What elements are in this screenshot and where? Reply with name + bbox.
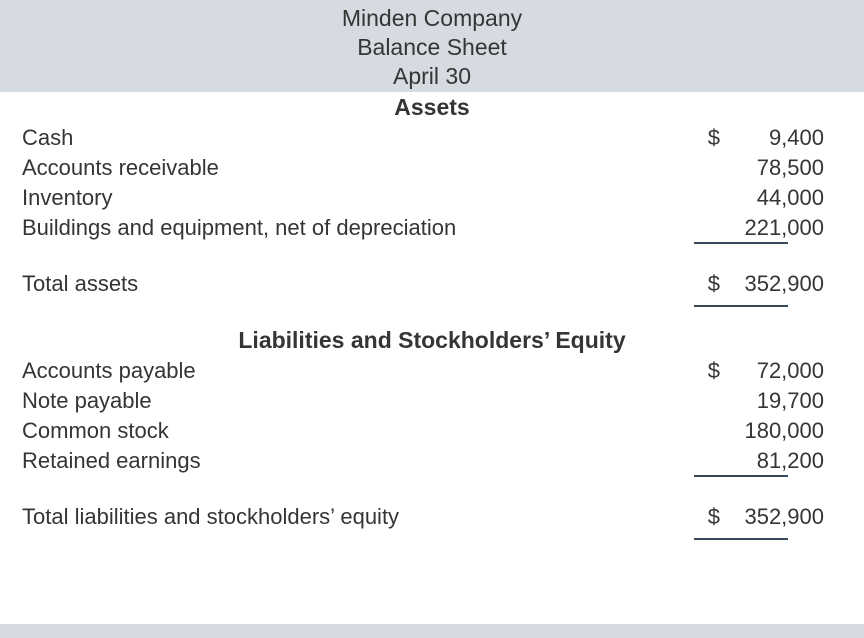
currency-symbol <box>687 416 720 446</box>
header-band: Minden Company Balance Sheet April 30 <box>0 0 864 92</box>
liab-equity-table: Accounts payable $ 72,000 Note payable 1… <box>0 356 864 558</box>
total-row: Total liabilities and stockholders’ equi… <box>0 502 864 532</box>
table-row: Accounts payable $ 72,000 <box>0 356 864 386</box>
table-row: Common stock 180,000 <box>0 416 864 446</box>
company-name: Minden Company <box>0 4 864 33</box>
assets-table: Cash $ 9,400 Accounts receivable 78,500 … <box>0 123 864 325</box>
table-row: Accounts receivable 78,500 <box>0 153 864 183</box>
currency-symbol: $ <box>687 502 720 532</box>
line-label: Inventory <box>0 183 687 213</box>
currency-symbol <box>687 386 720 416</box>
footer-band <box>0 624 864 638</box>
currency-symbol <box>687 446 720 476</box>
spacer <box>0 476 864 502</box>
liab-equity-heading: Liabilities and Stockholders’ Equity <box>0 325 864 356</box>
line-value: 44,000 <box>720 183 864 213</box>
line-value: 221,000 <box>720 213 864 243</box>
line-label: Accounts payable <box>0 356 687 386</box>
line-label: Note payable <box>0 386 687 416</box>
line-label: Buildings and equipment, net of deprecia… <box>0 213 687 243</box>
total-row: Total assets $ 352,900 <box>0 269 864 299</box>
table-row: Buildings and equipment, net of deprecia… <box>0 213 864 243</box>
table-row: Retained earnings 81,200 <box>0 446 864 476</box>
currency-symbol: $ <box>687 269 720 299</box>
line-value: 81,200 <box>720 446 864 476</box>
line-value: 72,000 <box>720 356 864 386</box>
currency-symbol <box>687 213 720 243</box>
total-value: 352,900 <box>720 502 864 532</box>
assets-heading: Assets <box>0 92 864 123</box>
total-label: Total assets <box>0 269 687 299</box>
balance-sheet: Minden Company Balance Sheet April 30 As… <box>0 0 864 638</box>
spacer <box>0 532 864 558</box>
line-value: 78,500 <box>720 153 864 183</box>
line-value: 19,700 <box>720 386 864 416</box>
currency-symbol: $ <box>687 123 720 153</box>
line-label: Cash <box>0 123 687 153</box>
line-label: Common stock <box>0 416 687 446</box>
total-label: Total liabilities and stockholders’ equi… <box>0 502 687 532</box>
report-date: April 30 <box>0 62 864 91</box>
table-row: Note payable 19,700 <box>0 386 864 416</box>
line-value: 9,400 <box>720 123 864 153</box>
line-label: Accounts receivable <box>0 153 687 183</box>
spacer <box>0 243 864 269</box>
currency-symbol: $ <box>687 356 720 386</box>
line-value: 180,000 <box>720 416 864 446</box>
report-title: Balance Sheet <box>0 33 864 62</box>
line-label: Retained earnings <box>0 446 687 476</box>
table-row: Inventory 44,000 <box>0 183 864 213</box>
total-value: 352,900 <box>720 269 864 299</box>
currency-symbol <box>687 153 720 183</box>
spacer <box>0 299 864 325</box>
currency-symbol <box>687 183 720 213</box>
table-row: Cash $ 9,400 <box>0 123 864 153</box>
